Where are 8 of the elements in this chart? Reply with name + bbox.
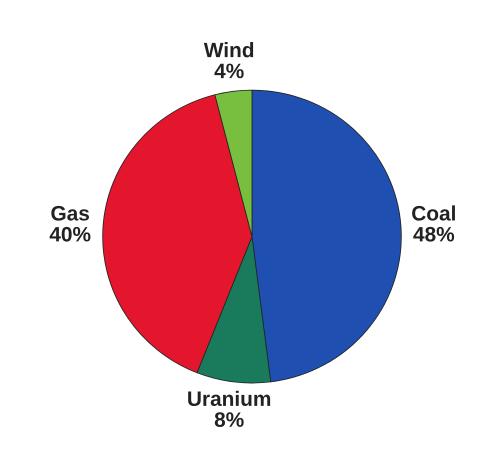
slice-label: Gas [51,206,90,221]
data-label: 4% [214,64,244,78]
data-label: 48% [413,226,454,242]
slice-label: Wind [204,42,254,58]
slice-label: Uranium [188,390,270,406]
slice-label: Coal [412,205,455,221]
data-label: 8% [214,412,244,427]
data-label: 40% [50,226,90,242]
